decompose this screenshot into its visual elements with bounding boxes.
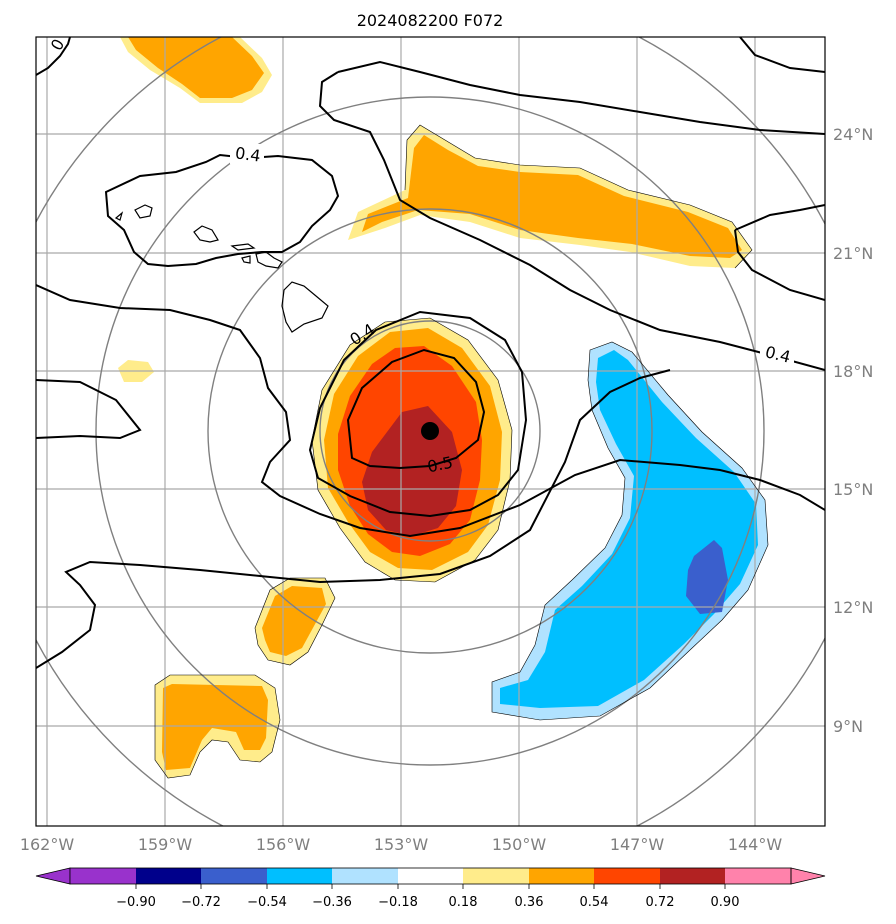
- lat-label-15n: 15°N: [833, 480, 873, 499]
- colorbar-bin-5: [398, 868, 463, 884]
- contour-northeast-arc: [337, 60, 825, 135]
- colorbar-bin-0: [70, 868, 136, 884]
- colorbar-tick-9: 0.90: [711, 895, 740, 910]
- contour-lines: [36, 37, 825, 669]
- lon-label-156w: 156°W: [256, 835, 311, 854]
- lon-label-162w: 162°W: [20, 835, 75, 854]
- colorbar-extend-low: [35, 867, 71, 885]
- island-niihau: [114, 211, 124, 221]
- lon-label-150w: 150°W: [492, 835, 547, 854]
- latitude-labels: 24°N 21°N 18°N 15°N 12°N 9°N: [833, 125, 873, 736]
- colorbar-bin-4: [332, 868, 398, 884]
- colorbar-extend-high: [790, 867, 826, 885]
- range-rings: [36, 37, 825, 826]
- shading-outlines: [154, 124, 769, 779]
- colorbar: −0.90 −0.72 −0.54 −0.36 −0.18 0.18 0.36 …: [35, 867, 826, 910]
- colorbar-bin-10: [725, 868, 791, 884]
- lon-label-159w: 159°W: [138, 835, 193, 854]
- lat-label-21n: 21°N: [833, 244, 873, 263]
- colorbar-tick-2: −0.54: [247, 895, 287, 910]
- island-hawaii: [281, 281, 329, 333]
- colorbar-bin-3: [267, 868, 332, 884]
- colorbar-bin-2: [201, 868, 267, 884]
- island-oahu: [193, 225, 219, 243]
- colorbar-bin-6: [463, 868, 529, 884]
- colorbar-tick-0: −0.90: [116, 895, 156, 910]
- map-frame: [35, 36, 826, 827]
- lon-label-153w: 153°W: [374, 835, 429, 854]
- lon-label-147w: 147°W: [610, 835, 665, 854]
- colorbar-tick-4: −0.18: [378, 895, 418, 910]
- lat-label-9n: 9°N: [833, 717, 863, 736]
- longitude-labels: 162°W 159°W 156°W 153°W 150°W 147°W 144°…: [20, 835, 783, 854]
- map-panel: 0.4 0.4 0.4 0.5 0: [36, 37, 825, 826]
- contour-04-storm: [308, 310, 528, 518]
- colorbar-tick-8: 0.72: [646, 895, 675, 910]
- contour-04-north: [104, 153, 340, 268]
- lat-label-24n: 24°N: [833, 125, 873, 144]
- contour-05-storm: [346, 348, 486, 470]
- colorbar-tick-7: 0.54: [580, 895, 609, 910]
- island-kauai: [134, 204, 153, 219]
- colorbar-tick-6: 0.36: [515, 895, 544, 910]
- contour-label-05: 0.5: [426, 453, 455, 477]
- colorbar-tick-5: 0.18: [449, 895, 478, 910]
- island-lanai: [241, 255, 251, 264]
- lon-label-144w: 144°W: [728, 835, 783, 854]
- lat-label-18n: 18°N: [833, 362, 873, 381]
- lat-label-12n: 12°N: [833, 598, 873, 617]
- colorbar-bin-8: [594, 868, 660, 884]
- colorbar-tick-1: −0.72: [181, 895, 221, 910]
- contour-label-04-north: 0.4: [234, 143, 262, 165]
- colorbar-bin-7: [529, 868, 594, 884]
- island-molokai: [230, 243, 256, 251]
- negative-core-east: [686, 540, 728, 614]
- graticule: [36, 37, 825, 826]
- colorbar-bin-9: [660, 868, 725, 884]
- storm-center-marker: [421, 422, 439, 440]
- colorbar-tick-3: −0.36: [312, 895, 352, 910]
- colorbar-bin-1: [136, 868, 201, 884]
- map-title: 2024082200 F072: [357, 11, 504, 30]
